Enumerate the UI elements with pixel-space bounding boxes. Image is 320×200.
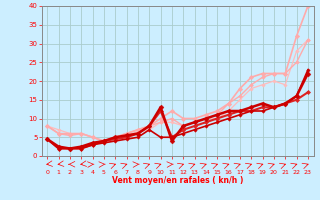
X-axis label: Vent moyen/en rafales ( kn/h ): Vent moyen/en rafales ( kn/h ) (112, 176, 243, 185)
